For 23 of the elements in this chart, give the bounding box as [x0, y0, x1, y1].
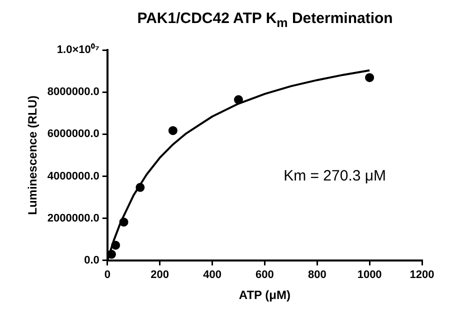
- point: [168, 126, 178, 136]
- y-tick-label: 8000000.0: [47, 86, 100, 98]
- x-tick-label: 200: [150, 269, 170, 282]
- y-tick-label: 6000000.0: [47, 128, 100, 140]
- y-tick-label: 2000000.0: [47, 212, 100, 224]
- y-tick-label: 4000000.0: [47, 170, 100, 182]
- point: [111, 240, 120, 250]
- annotation: Km = 270.3 μM: [284, 167, 386, 184]
- point: [119, 218, 128, 227]
- y-axis-title: Luminescence (RLU): [26, 96, 40, 215]
- x-tick-label: 1000: [357, 269, 382, 282]
- point: [234, 95, 243, 104]
- point: [365, 73, 374, 82]
- x-tick-label: 0: [104, 269, 110, 282]
- y-tick-label: 1.0×10⁰⁷: [56, 43, 100, 56]
- x-tick-label: 600: [256, 269, 274, 282]
- point: [136, 182, 145, 192]
- x-axis-title: ATP (μM): [238, 288, 290, 302]
- chart-title: PAK1/CDC42 ATP K$_{m}$ Determination: [136, 10, 394, 30]
- x-tick-label: 800: [308, 269, 326, 282]
- y-tick-label: 0.0: [84, 254, 100, 266]
- x-tick-label: 400: [203, 269, 222, 282]
- x-tick-label: 1200: [410, 269, 434, 282]
